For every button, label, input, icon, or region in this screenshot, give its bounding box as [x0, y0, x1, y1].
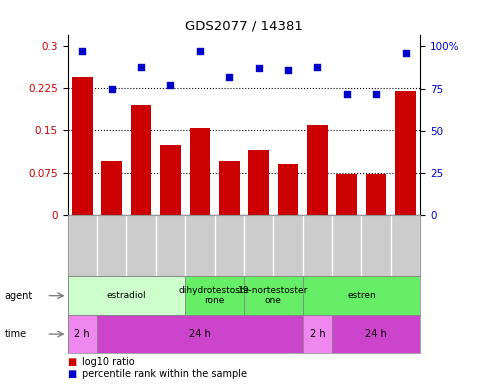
Bar	[244, 276, 303, 315]
Text: ■: ■	[68, 357, 77, 367]
Title: GDS2077 / 14381: GDS2077 / 14381	[185, 19, 303, 32]
Text: percentile rank within the sample: percentile rank within the sample	[82, 369, 247, 379]
Bar	[248, 150, 269, 215]
Point	[137, 63, 145, 70]
Point	[343, 91, 351, 97]
Bar	[366, 174, 386, 215]
Bar	[101, 161, 122, 215]
Text: 2 h: 2 h	[310, 329, 325, 339]
Point	[284, 67, 292, 73]
Bar	[332, 315, 420, 353]
Bar	[131, 105, 151, 215]
Bar	[68, 276, 185, 315]
Bar	[189, 127, 210, 215]
Text: ■: ■	[68, 369, 77, 379]
Bar	[185, 276, 244, 315]
Bar	[97, 315, 303, 353]
Bar	[72, 77, 93, 215]
Text: time: time	[5, 329, 27, 339]
Bar	[303, 315, 332, 353]
Text: 2 h: 2 h	[74, 329, 90, 339]
Text: estren: estren	[347, 291, 376, 300]
Bar	[68, 315, 97, 353]
Point	[402, 50, 410, 56]
Point	[313, 63, 321, 70]
Bar	[278, 164, 298, 215]
Bar	[303, 276, 420, 315]
Text: estradiol: estradiol	[107, 291, 146, 300]
Text: 24 h: 24 h	[365, 329, 387, 339]
Point	[372, 91, 380, 97]
Text: agent: agent	[5, 291, 33, 301]
Bar	[160, 144, 181, 215]
Point	[196, 48, 204, 55]
Bar	[337, 174, 357, 215]
Text: 19-nortestoster
one: 19-nortestoster one	[238, 286, 309, 305]
Point	[226, 74, 233, 80]
Text: 24 h: 24 h	[189, 329, 211, 339]
Point	[78, 48, 86, 55]
Point	[255, 65, 262, 71]
Text: dihydrotestoste
rone: dihydrotestoste rone	[179, 286, 250, 305]
Bar	[395, 91, 416, 215]
Text: log10 ratio: log10 ratio	[82, 357, 135, 367]
Bar	[219, 161, 240, 215]
Point	[167, 82, 174, 88]
Bar	[307, 125, 327, 215]
Point	[108, 86, 115, 92]
